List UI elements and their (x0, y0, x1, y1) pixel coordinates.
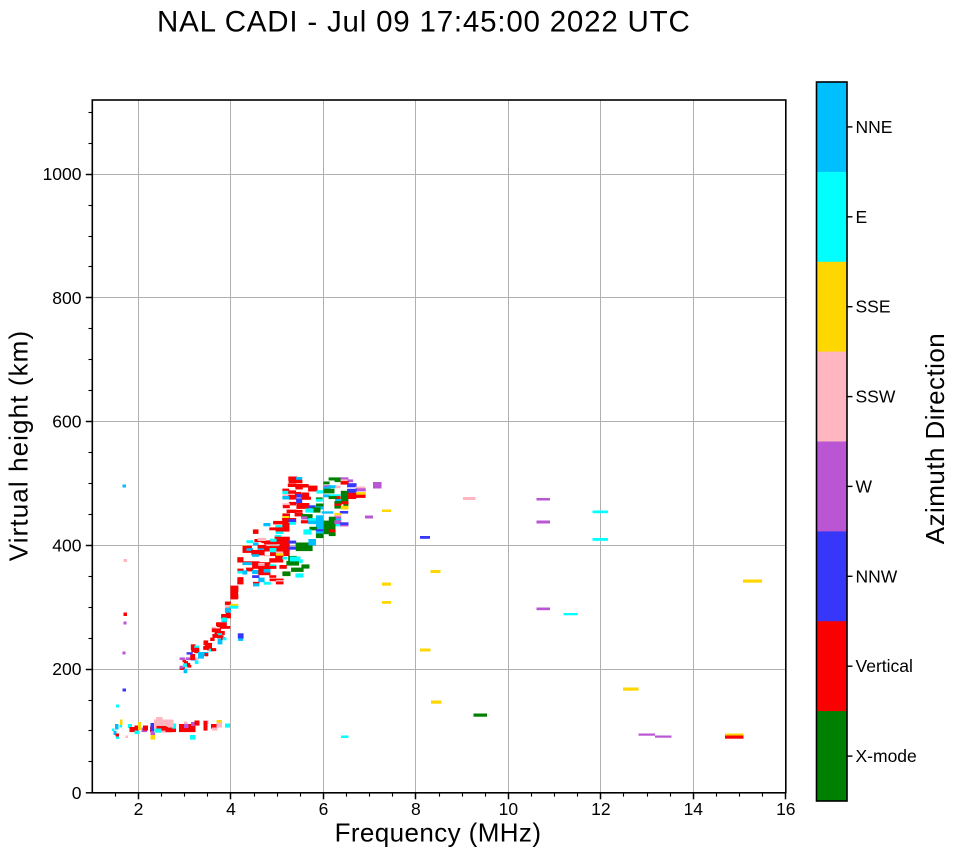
svg-text:SSW: SSW (856, 387, 896, 407)
svg-text:2: 2 (134, 799, 144, 819)
svg-text:10: 10 (499, 799, 519, 819)
svg-text:14: 14 (684, 799, 704, 819)
svg-text:0: 0 (72, 783, 82, 803)
svg-text:NAL CADI - Jul 09 17:45:00 202: NAL CADI - Jul 09 17:45:00 2022 UTC (157, 6, 691, 39)
svg-text:X-mode: X-mode (856, 746, 917, 766)
svg-text:8: 8 (411, 799, 421, 819)
svg-text:SSE: SSE (856, 297, 891, 317)
svg-text:1000: 1000 (43, 164, 82, 184)
svg-text:6: 6 (319, 799, 329, 819)
svg-text:NNE: NNE (856, 117, 893, 137)
svg-text:12: 12 (591, 799, 610, 819)
svg-text:400: 400 (52, 535, 81, 555)
svg-text:Azimuth Direction: Azimuth Direction (920, 333, 950, 544)
svg-text:Vertical: Vertical (856, 656, 913, 676)
svg-text:16: 16 (776, 799, 795, 819)
svg-text:200: 200 (52, 659, 81, 679)
svg-text:Frequency (MHz): Frequency (MHz) (335, 818, 542, 848)
svg-text:NNW: NNW (856, 566, 898, 586)
svg-text:600: 600 (52, 412, 81, 432)
svg-text:E: E (856, 207, 868, 227)
svg-text:Virtual height (km): Virtual height (km) (4, 330, 34, 561)
svg-text:W: W (856, 476, 873, 496)
svg-text:4: 4 (226, 799, 236, 819)
svg-text:800: 800 (52, 288, 81, 308)
